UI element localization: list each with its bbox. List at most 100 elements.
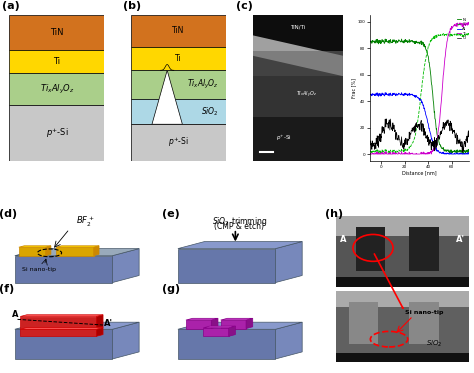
Line: N: N: [370, 39, 469, 154]
O: [459, 150, 465, 154]
Legend: N, C, Al, Ti, O: N, C, Al, Ti, O: [456, 17, 467, 41]
Bar: [336, 216, 469, 236]
Bar: [349, 302, 378, 344]
Polygon shape: [178, 322, 302, 329]
C: [457, 32, 463, 37]
Text: A': A': [104, 319, 113, 329]
Bar: [253, 117, 343, 161]
N: [367, 40, 373, 44]
Text: TiN/Ti: TiN/Ti: [290, 24, 305, 29]
Text: A': A': [456, 235, 465, 244]
Bar: [9, 15, 104, 50]
O: [367, 140, 373, 145]
Polygon shape: [20, 327, 103, 329]
N: [427, 60, 432, 65]
Polygon shape: [275, 242, 302, 283]
Al: [441, 152, 447, 156]
Polygon shape: [203, 328, 228, 336]
Text: $Ti_xAl_yO_z$: $Ti_xAl_yO_z$: [187, 78, 219, 91]
Text: (CMP & etch): (CMP & etch): [214, 222, 264, 231]
Text: Ti: Ti: [175, 54, 182, 63]
O: [451, 128, 457, 133]
O: [383, 117, 389, 121]
Ti: [457, 22, 463, 26]
Polygon shape: [178, 248, 275, 283]
Text: $SiO_2$: $SiO_2$: [201, 106, 219, 118]
Al: [367, 91, 373, 95]
Text: (h): (h): [325, 210, 343, 219]
Polygon shape: [246, 318, 253, 329]
Polygon shape: [20, 329, 96, 336]
Bar: [131, 15, 226, 47]
Bar: [336, 277, 469, 287]
Ti: [367, 152, 373, 156]
Bar: [336, 291, 469, 307]
Polygon shape: [211, 318, 218, 329]
N: [457, 148, 463, 153]
Bar: [9, 73, 104, 105]
C: [427, 42, 432, 46]
Text: Ti: Ti: [54, 57, 61, 66]
Polygon shape: [96, 315, 103, 329]
O: [428, 141, 434, 146]
Al: [427, 126, 432, 131]
Text: A: A: [339, 235, 346, 244]
Bar: [253, 76, 343, 117]
Bar: [131, 70, 226, 100]
N: [428, 74, 434, 79]
Ti: [428, 150, 434, 154]
Y-axis label: Frac [%]: Frac [%]: [351, 78, 356, 98]
N: [399, 37, 404, 41]
C: [376, 151, 382, 156]
C: [367, 148, 373, 152]
N: [451, 149, 457, 153]
C: [465, 31, 471, 35]
Polygon shape: [178, 242, 302, 248]
Polygon shape: [19, 246, 51, 247]
C: [428, 38, 434, 43]
Text: (e): (e): [162, 210, 180, 219]
Polygon shape: [221, 320, 246, 329]
Ti: [451, 23, 457, 28]
Polygon shape: [112, 248, 139, 283]
Al: [367, 93, 373, 97]
Polygon shape: [203, 326, 236, 328]
O: [427, 137, 432, 142]
X-axis label: Distance [nm]: Distance [nm]: [402, 170, 437, 175]
C: [367, 150, 373, 154]
Polygon shape: [94, 246, 99, 256]
Text: (b): (b): [123, 1, 142, 11]
Text: $SiO_2$: $SiO_2$: [427, 339, 443, 350]
Text: $p^{+}$-Si: $p^{+}$-Si: [276, 134, 292, 143]
Polygon shape: [96, 327, 103, 336]
Al: [428, 133, 434, 138]
Ti: [427, 150, 432, 155]
Line: Al: Al: [370, 93, 469, 154]
O: [367, 133, 373, 137]
Polygon shape: [20, 315, 103, 317]
Text: $Ti_xAl_yO_z$: $Ti_xAl_yO_z$: [296, 90, 317, 100]
Text: (f): (f): [0, 285, 14, 294]
Text: $BF_2^+$: $BF_2^+$: [76, 215, 95, 229]
Polygon shape: [186, 320, 211, 329]
C: [466, 33, 472, 38]
Al: [451, 152, 457, 156]
Text: (a): (a): [2, 1, 19, 11]
Bar: [9, 105, 104, 161]
Bar: [131, 124, 226, 161]
Polygon shape: [253, 35, 343, 76]
Polygon shape: [56, 247, 94, 256]
Bar: [409, 228, 438, 271]
Text: Si nano-tip: Si nano-tip: [405, 310, 444, 315]
Line: C: C: [370, 33, 469, 153]
Ti: [466, 23, 472, 27]
Al: [426, 126, 432, 131]
Polygon shape: [152, 70, 182, 124]
Polygon shape: [275, 322, 302, 359]
Line: Ti: Ti: [370, 22, 469, 154]
Line: O: O: [370, 119, 469, 152]
C: [451, 32, 457, 37]
Ti: [367, 150, 373, 154]
Text: $p^{+}$-Si: $p^{+}$-Si: [168, 136, 189, 149]
Text: (g): (g): [162, 285, 180, 294]
